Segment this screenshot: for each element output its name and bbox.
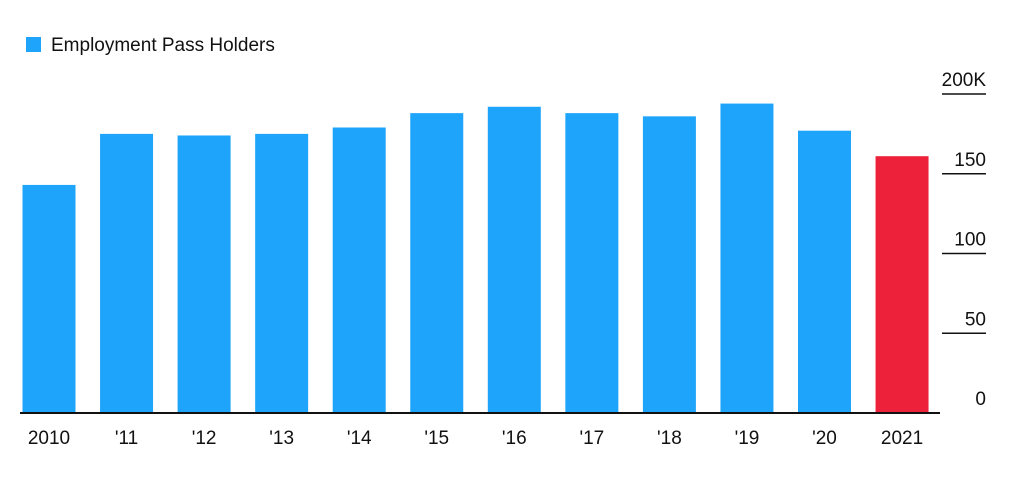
x-tick-label: '16 [502, 428, 527, 449]
x-tick-label: '20 [812, 428, 837, 449]
y-tick-label: 0 [975, 389, 986, 410]
x-axis: 2010 '11 '12 '13 '14 '15 '16 '17 '18 '19 '20 2021 [28, 428, 923, 449]
bar [255, 133, 309, 414]
x-tick-label: '15 [424, 428, 449, 449]
bar [798, 130, 851, 413]
bar [720, 103, 774, 413]
bar [565, 113, 619, 413]
x-tick-label: '18 [657, 428, 682, 449]
bar [22, 184, 76, 413]
bars [22, 103, 929, 414]
legend: Employment Pass Holders [26, 35, 275, 56]
legend-swatch [26, 37, 41, 52]
bar [410, 113, 464, 413]
y-axis: 0 50 100 150 200K [942, 70, 987, 410]
y-tick-label: 200K [942, 70, 987, 91]
x-tick-label: '12 [192, 428, 217, 449]
bar [100, 133, 154, 414]
bar [177, 135, 231, 413]
x-tick-label: '17 [579, 428, 604, 449]
y-tick-label: 150 [954, 150, 986, 171]
x-tick-label: '19 [735, 428, 760, 449]
x-tick-label: 2010 [28, 428, 70, 449]
x-tick-label: 2021 [881, 428, 923, 449]
x-tick-label: '13 [269, 428, 294, 449]
y-tick-label: 100 [954, 230, 986, 251]
legend-label: Employment Pass Holders [51, 35, 275, 56]
bar [875, 156, 929, 413]
bar [642, 116, 696, 413]
bar [487, 106, 541, 413]
y-tick-label: 50 [965, 309, 986, 330]
x-tick-label: '11 [115, 428, 138, 449]
x-tick-label: '14 [347, 428, 372, 449]
bar [332, 127, 386, 413]
